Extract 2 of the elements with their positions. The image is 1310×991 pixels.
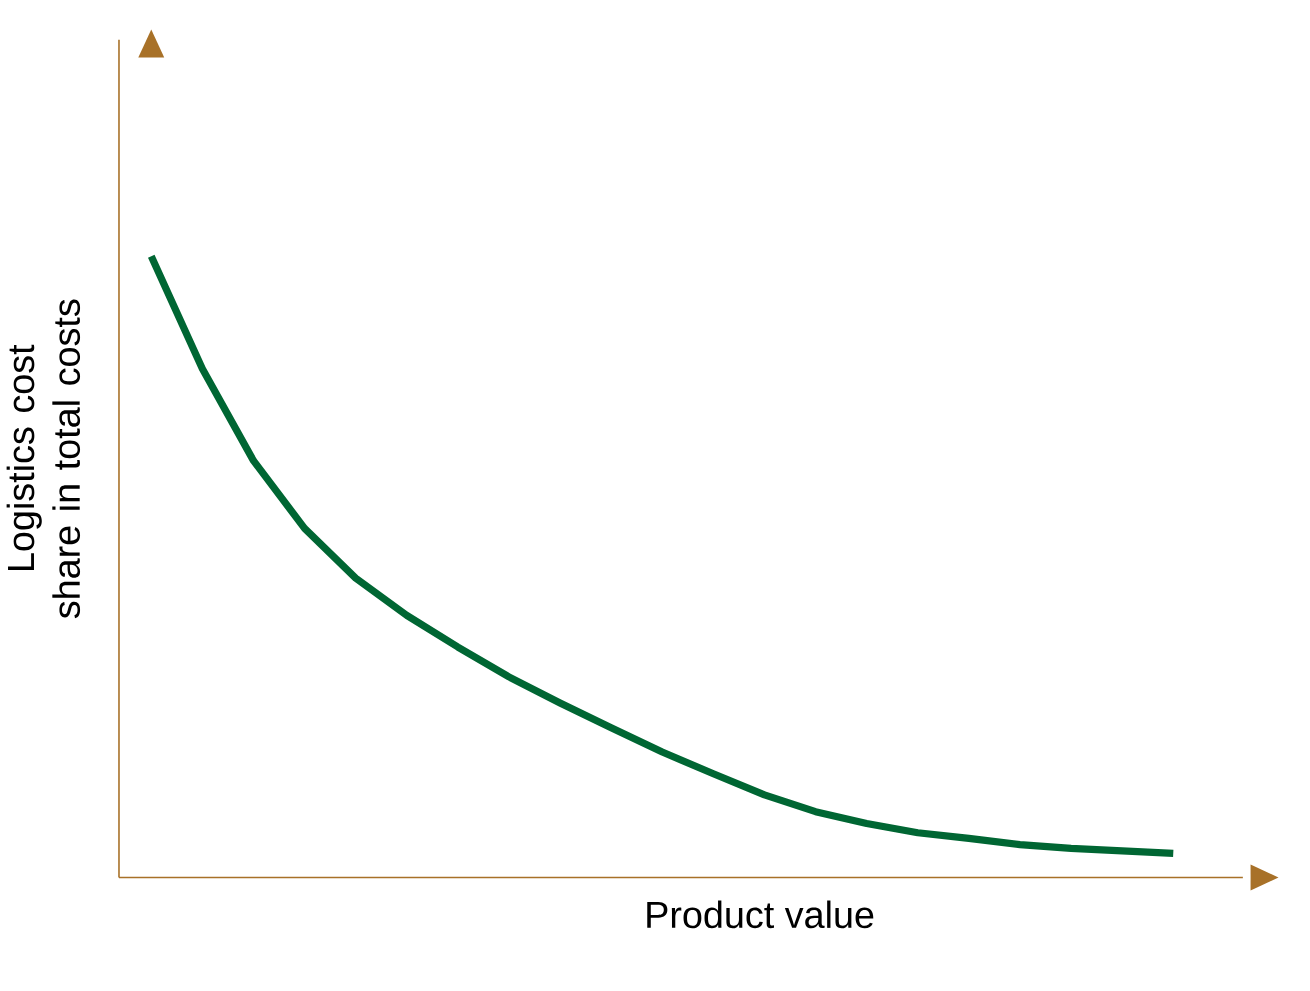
y-axis-title: Logistics cost share in total costs xyxy=(6,299,81,619)
x-axis-title: Product value xyxy=(647,900,874,929)
